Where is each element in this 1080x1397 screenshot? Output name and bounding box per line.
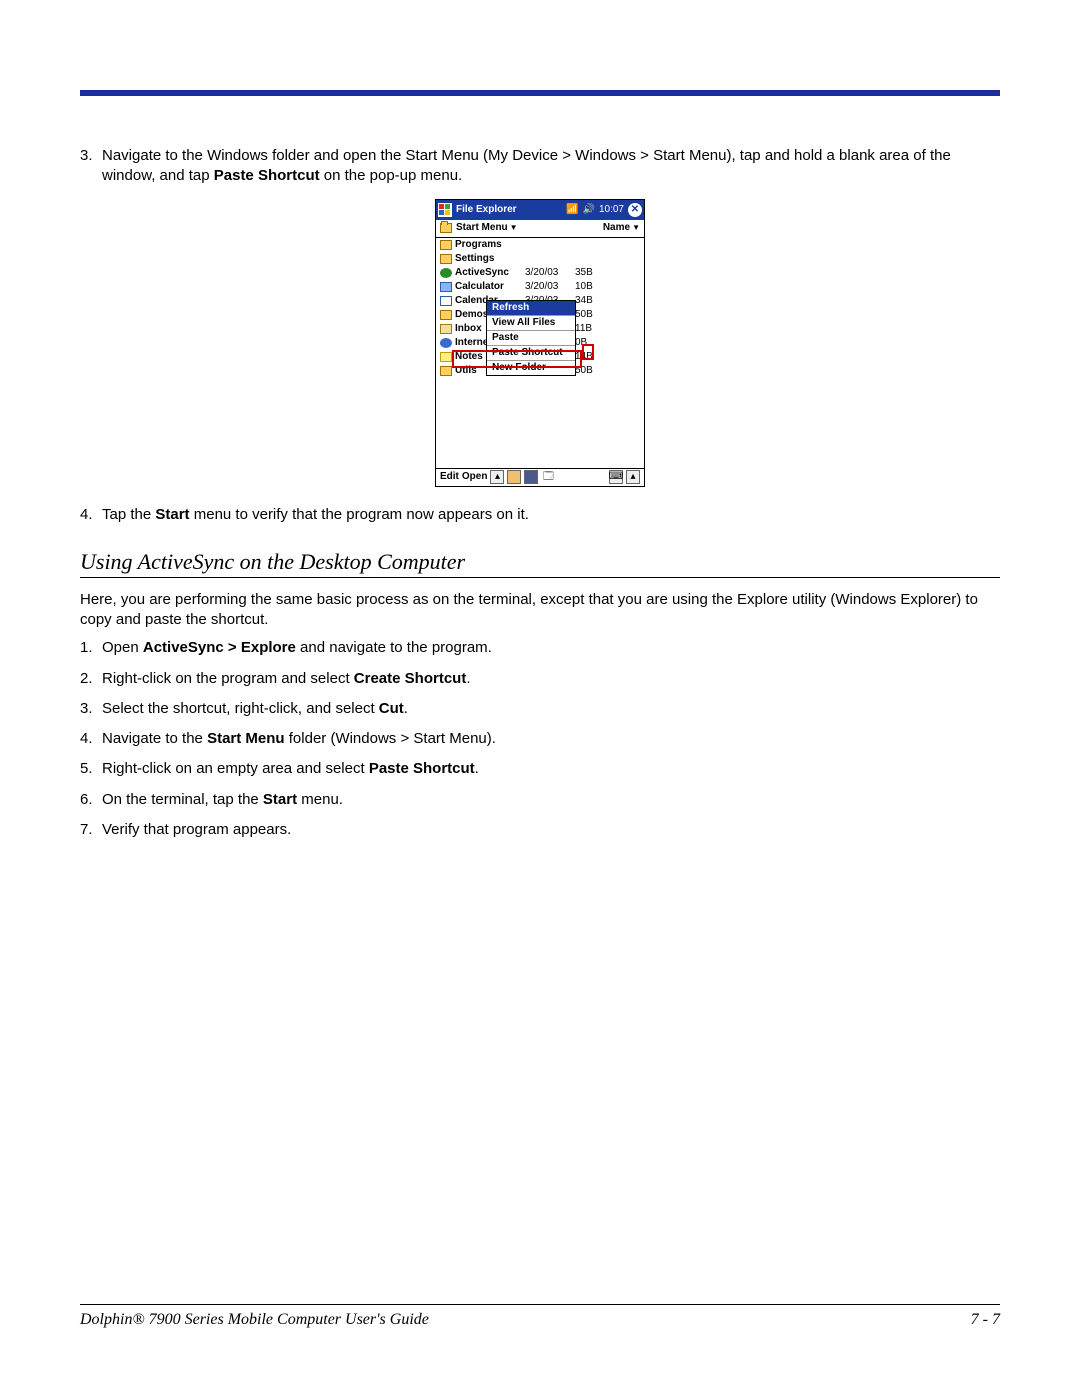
- list-step: 6.On the terminal, tap the Start menu.: [80, 790, 1000, 810]
- file-type-icon: [440, 296, 452, 306]
- step-number: 6.: [80, 790, 102, 810]
- close-button[interactable]: ✕: [628, 203, 642, 217]
- file-date: 3/20/03: [525, 268, 575, 278]
- footer-title: Dolphin® 7900 Series Mobile Computer Use…: [80, 1311, 429, 1329]
- edit-menu[interactable]: Edit: [440, 472, 459, 482]
- start-flag-icon[interactable]: [438, 203, 452, 217]
- file-name: ActiveSync: [455, 268, 525, 278]
- tool-icon[interactable]: [524, 470, 538, 484]
- list-step: 5.Right-click on an empty area and selec…: [80, 759, 1000, 779]
- file-type-icon: [440, 254, 452, 264]
- list-step: 4.Navigate to the Start Menu folder (Win…: [80, 729, 1000, 749]
- step-number: 2.: [80, 669, 102, 689]
- step-4: 4. Tap the Start menu to verify that the…: [80, 505, 1000, 525]
- file-size: 50B: [575, 366, 605, 376]
- file-row[interactable]: Calculator3/20/0310B: [436, 280, 644, 294]
- clock-text: 10:07: [599, 205, 624, 215]
- pda-bottom-bar: Edit Open ▴ 🗔 ⌨ ▴: [436, 468, 644, 486]
- up-arrow-button[interactable]: ▴: [626, 470, 640, 484]
- file-size: 10B: [575, 282, 605, 292]
- file-type-icon: [440, 352, 452, 362]
- list-step: 7.Verify that program appears.: [80, 820, 1000, 840]
- file-type-icon: [440, 338, 452, 348]
- path-bar: Start Menu▼ Name▼: [436, 220, 644, 238]
- sort-label[interactable]: Name▼: [603, 223, 640, 233]
- file-size: 50B: [575, 310, 605, 320]
- up-button[interactable]: ▴: [490, 470, 504, 484]
- list-step: 1.Open ActiveSync > Explore and navigate…: [80, 638, 1000, 658]
- step-text: Right-click on the program and select Cr…: [102, 669, 1000, 689]
- menu-paste[interactable]: Paste: [487, 331, 575, 346]
- pda-screenshot: File Explorer 📶 🔊 10:07 ✕ Start Menu▼ Na…: [435, 199, 645, 487]
- step-number: 7.: [80, 820, 102, 840]
- file-name: Programs: [455, 240, 525, 250]
- step-3: 3. Navigate to the Windows folder and op…: [80, 146, 1000, 187]
- page-footer: Dolphin® 7900 Series Mobile Computer Use…: [80, 1304, 1000, 1329]
- top-rule: [80, 90, 1000, 96]
- file-type-icon: [440, 324, 452, 334]
- file-name: Settings: [455, 254, 525, 264]
- step-text: On the terminal, tap the Start menu.: [102, 790, 1000, 810]
- file-row[interactable]: Programs: [436, 238, 644, 252]
- file-row[interactable]: Settings: [436, 252, 644, 266]
- menu-new-folder[interactable]: New Folder: [487, 361, 575, 375]
- section-heading: Using ActiveSync on the Desktop Computer: [80, 549, 1000, 578]
- step-number: 4.: [80, 505, 102, 525]
- step-text: Right-click on an empty area and select …: [102, 759, 1000, 779]
- tool-icon[interactable]: [507, 470, 521, 484]
- step-text: Verify that program appears.: [102, 820, 1000, 840]
- step-text: Navigate to the Windows folder and open …: [102, 146, 1000, 187]
- sound-icon: 🔊: [583, 205, 595, 215]
- file-size: 14B: [575, 352, 605, 362]
- page-number: 7 - 7: [971, 1311, 1000, 1329]
- signal-icon: 📶: [566, 205, 578, 215]
- menu-view-all-files[interactable]: View All Files: [487, 316, 575, 331]
- file-size: 11B: [575, 324, 605, 334]
- file-row[interactable]: ActiveSync3/20/0335B: [436, 266, 644, 280]
- dropdown-arrow-icon: ▼: [510, 223, 518, 232]
- step-text: Select the shortcut, right-click, and se…: [102, 699, 1000, 719]
- step-number: 5.: [80, 759, 102, 779]
- step-number: 4.: [80, 729, 102, 749]
- file-type-icon: [440, 310, 452, 320]
- file-type-icon: [440, 366, 452, 376]
- step-number: 1.: [80, 638, 102, 658]
- file-name: Calculator: [455, 282, 525, 292]
- step-text: Tap the Start menu to verify that the pr…: [102, 505, 1000, 525]
- page-content: 3. Navigate to the Windows folder and op…: [80, 90, 1000, 850]
- file-size: 34B: [575, 296, 605, 306]
- open-menu[interactable]: Open: [462, 472, 488, 482]
- keyboard-icon[interactable]: ⌨: [609, 470, 623, 484]
- file-size: 0B: [575, 338, 605, 348]
- folder-icon: [440, 223, 452, 233]
- menu-refresh[interactable]: Refresh: [487, 301, 575, 316]
- file-type-icon: [440, 268, 452, 278]
- step-number: 3.: [80, 146, 102, 187]
- file-type-icon: [440, 282, 452, 292]
- menu-paste-shortcut[interactable]: Paste Shortcut: [487, 346, 575, 361]
- numbered-steps: 1.Open ActiveSync > Explore and navigate…: [80, 638, 1000, 840]
- file-size: 35B: [575, 268, 605, 278]
- step-text: Navigate to the Start Menu folder (Windo…: [102, 729, 1000, 749]
- screenshot-container: File Explorer 📶 🔊 10:07 ✕ Start Menu▼ Na…: [80, 199, 1000, 487]
- window-title: File Explorer: [456, 205, 562, 215]
- file-date: 3/20/03: [525, 282, 575, 292]
- file-list[interactable]: ProgramsSettingsActiveSync3/20/0335BCalc…: [436, 238, 644, 468]
- list-step: 3.Select the shortcut, right-click, and …: [80, 699, 1000, 719]
- step-text: Open ActiveSync > Explore and navigate t…: [102, 638, 1000, 658]
- dropdown-arrow-icon: ▼: [632, 223, 640, 232]
- tool-icon[interactable]: 🗔: [541, 470, 555, 484]
- step-number: 3.: [80, 699, 102, 719]
- context-menu: Refresh View All Files Paste Paste Short…: [486, 300, 576, 376]
- path-text[interactable]: Start Menu▼: [456, 223, 603, 233]
- intro-paragraph: Here, you are performing the same basic …: [80, 590, 1000, 631]
- pda-titlebar: File Explorer 📶 🔊 10:07 ✕: [436, 200, 644, 220]
- file-type-icon: [440, 240, 452, 250]
- list-step: 2.Right-click on the program and select …: [80, 669, 1000, 689]
